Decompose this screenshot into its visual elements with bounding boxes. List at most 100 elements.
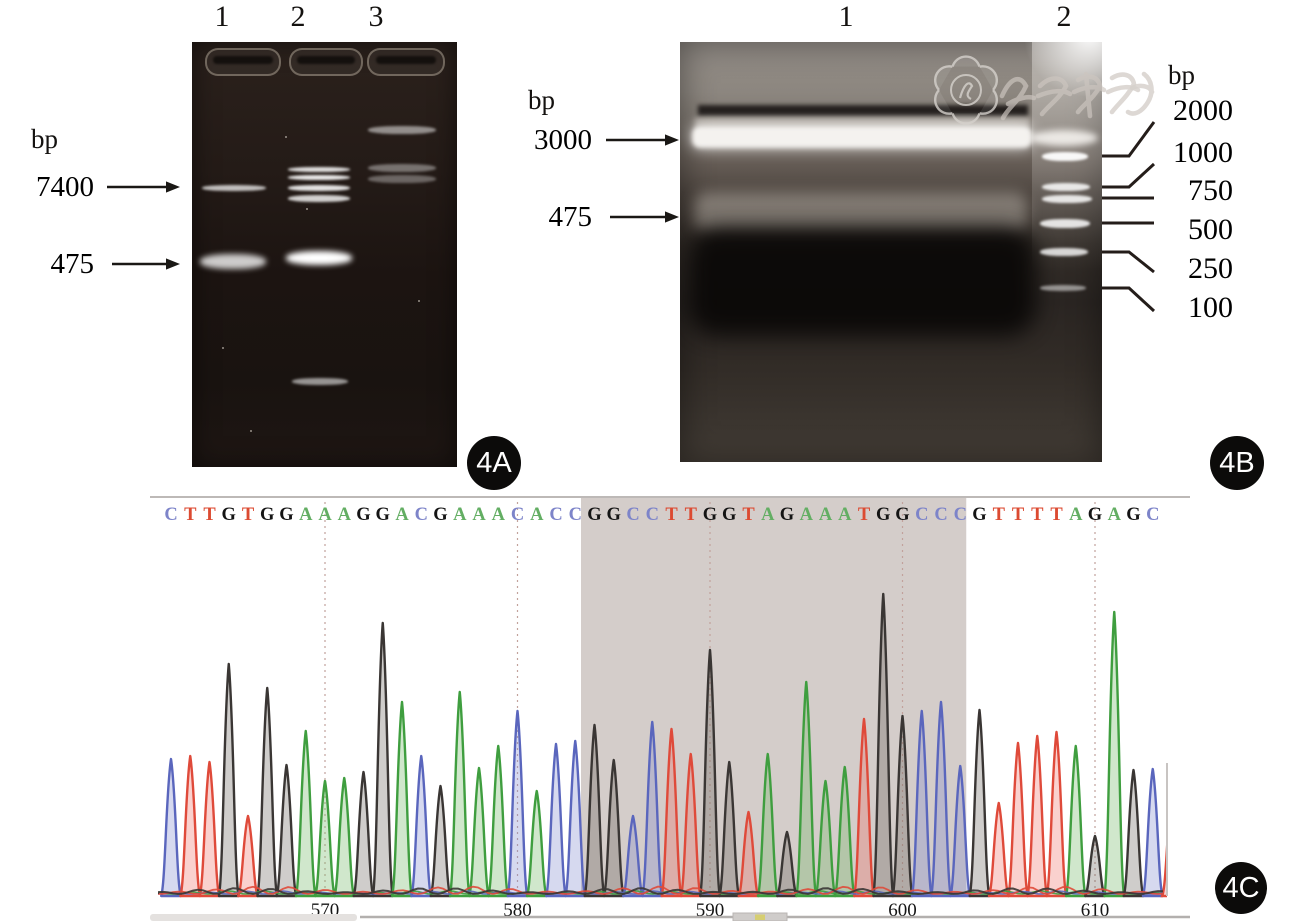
panel-b-lane-label: 2 [1056, 0, 1072, 33]
gel-band-3000-hook [1030, 130, 1098, 146]
chromatogram-peak [506, 709, 529, 898]
panel-b-size-marker-label: 475 [548, 201, 593, 233]
gel-well [205, 48, 281, 76]
gel-well [367, 48, 445, 76]
sequence-base: G [895, 505, 909, 525]
gel-band [202, 185, 266, 191]
arrow-head-icon [665, 211, 679, 223]
sequence-base: G [356, 505, 370, 525]
sequence-base: G [703, 505, 717, 525]
sequence-base: T [242, 505, 255, 525]
chromatogram-peak [814, 779, 837, 898]
sequence-base: A [472, 505, 486, 525]
gel-well [289, 48, 363, 76]
gel-ladder-band [1042, 183, 1090, 191]
sequence-base: C [164, 505, 177, 525]
sequence-base: T [858, 505, 871, 525]
gel-smear-475 [695, 192, 1027, 232]
chromatogram-peak [333, 776, 356, 898]
well-slit [297, 56, 355, 64]
sequence-base: A [318, 505, 332, 525]
sequence-base: C [954, 505, 967, 525]
trace-area [158, 592, 1167, 898]
chromatogram-peak [1026, 734, 1049, 898]
chromatogram-peak [217, 662, 240, 898]
chromatogram-peak [602, 758, 625, 898]
gel-ladder-band [1042, 195, 1092, 203]
sequence-base: A [838, 505, 852, 525]
chromatogram-peak [756, 752, 779, 898]
gel-band [288, 185, 350, 191]
panel-c-badge: 4C [1215, 862, 1267, 914]
panel-a-marker-arrow-icon [112, 258, 180, 270]
chromatogram-peak [776, 830, 798, 898]
gel-image-4b [680, 42, 1102, 462]
ladder-leader-line [1102, 286, 1156, 313]
ladder-leader-line [1102, 250, 1155, 274]
sequence-base: G [1088, 505, 1102, 525]
chromatogram-peak [448, 690, 471, 898]
panel-b-ladder-label: 500 [1188, 213, 1233, 246]
gel-image-4a [192, 42, 457, 467]
ladder-leader-line [1102, 162, 1156, 189]
chromatogram-peak [1122, 768, 1145, 898]
sequence-base: A [395, 505, 409, 525]
chromatogram-peak [429, 784, 452, 898]
chromatogram-peak [391, 700, 413, 898]
gel-ladder-band [1040, 285, 1086, 291]
panel-b-ladder-label: 1000 [1173, 136, 1233, 169]
sequence-base: C [511, 505, 524, 525]
panel-b-ladder-label: 250 [1188, 252, 1233, 285]
gel-ladder-band [1042, 152, 1088, 161]
chromatogram-peak [1045, 730, 1068, 898]
gel-ladder-band [1040, 248, 1088, 256]
sequence-base: A [530, 505, 544, 525]
chromatogram-peak [525, 789, 548, 898]
chromatogram-peak [968, 708, 991, 898]
chromatogram-peak [371, 621, 394, 898]
gel-dark-blob [688, 228, 1036, 336]
sequence-base: T [1031, 505, 1044, 525]
chromatogram-peak [487, 744, 510, 898]
scrollbar-left-segment[interactable] [150, 914, 357, 921]
chromatogram-peak [641, 720, 664, 898]
sequence-base: C [415, 505, 428, 525]
sequence-base: G [780, 505, 794, 525]
well-slit [375, 56, 437, 64]
sequence-base: A [299, 505, 313, 525]
chromatogram-peak [583, 723, 606, 898]
gel-speck [250, 430, 252, 432]
chromatogram-peak [910, 709, 933, 898]
baseline-trace-G [158, 887, 1164, 896]
panel-b-marker-arrow-icon [610, 211, 679, 223]
sequence-base: G [279, 505, 293, 525]
chromatogram-peak [872, 592, 895, 898]
sequence-base: G [376, 505, 390, 525]
chromatogram-peak [699, 648, 721, 898]
chromatogram-peak [1084, 834, 1106, 898]
ladder-leader-line [1102, 121, 1156, 158]
sequence-base: G [607, 505, 621, 525]
gel-band [288, 175, 350, 180]
chromatogram-peak [1103, 610, 1126, 898]
sequence-base: A [761, 505, 775, 525]
sequence-base: T [685, 505, 698, 525]
sequence-base: A [800, 505, 814, 525]
sequence-base: T [665, 505, 678, 525]
sequence-base: C [549, 505, 562, 525]
panel-b-lane-label: 1 [838, 0, 854, 33]
arrow-head-icon [665, 134, 679, 146]
arrow-head-icon [166, 181, 180, 193]
panel-b-ladder-label: 2000 [1173, 94, 1233, 127]
chromatogram-peak [468, 766, 490, 898]
axis-tick-label: 610 [1081, 900, 1110, 921]
chromatogram-peak [410, 754, 433, 898]
sequence-base: G [972, 505, 986, 525]
sequence-base: A [338, 505, 352, 525]
gel-well-slot [698, 105, 1028, 116]
chromatogram-peak [737, 810, 760, 898]
scrollbar-thumb[interactable] [732, 912, 788, 921]
panel-b-right-bp-unit-label: bp [1168, 60, 1195, 90]
